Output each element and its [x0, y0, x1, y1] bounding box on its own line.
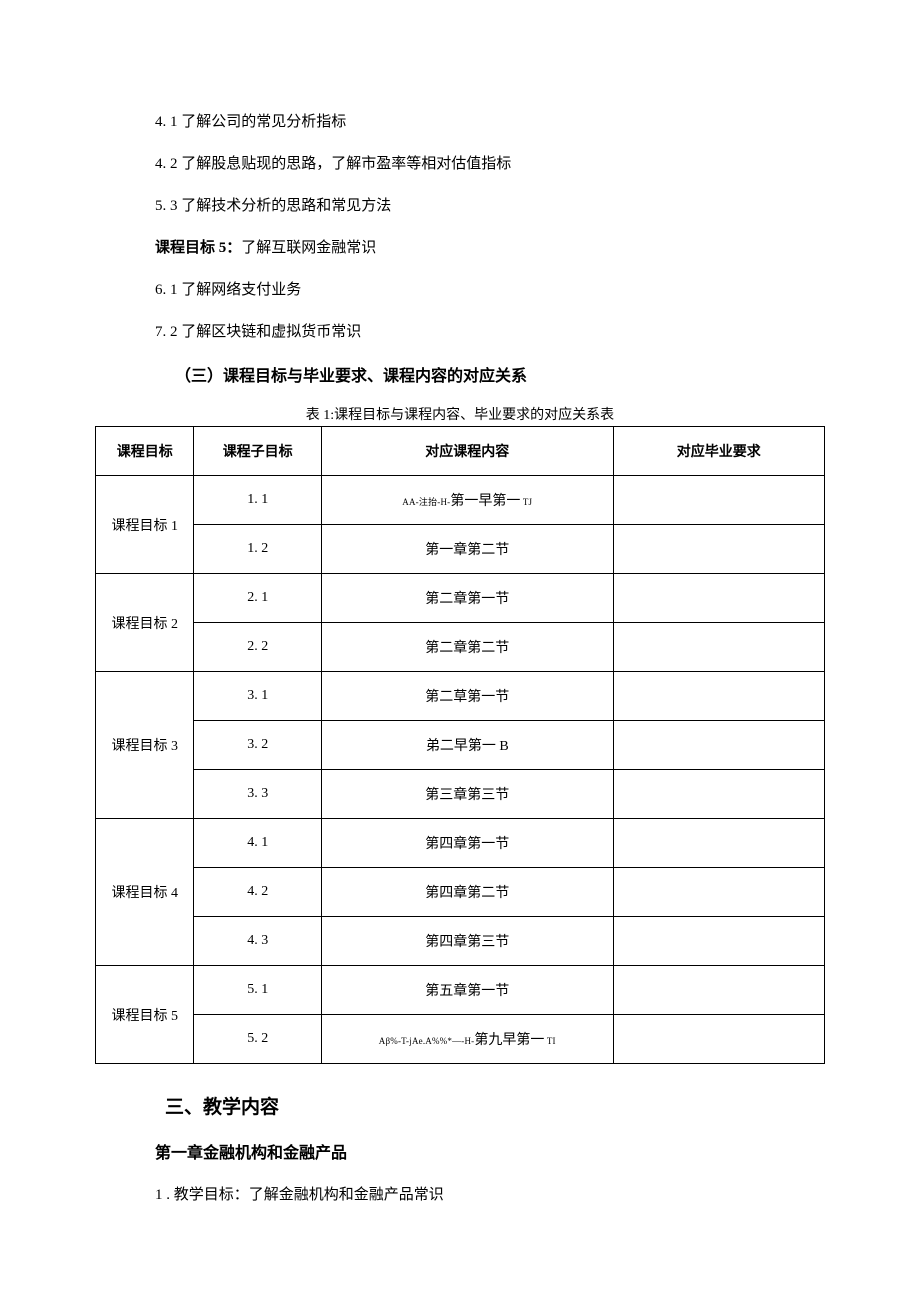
cell-content: 第四章第二节	[321, 868, 613, 917]
cell-content: 第二章第二节	[321, 623, 613, 672]
table-row: 课程目标 1 1. 1 AA-注抬-H-第一早第一 TJ	[96, 476, 825, 525]
th-goal: 课程目标	[96, 427, 194, 476]
cell-sub: 4. 2	[194, 868, 322, 917]
table-row: 课程目标 2 2. 1 第二章第一节	[96, 574, 825, 623]
table-header-row: 课程目标 课程子目标 对应课程内容 对应毕业要求	[96, 427, 825, 476]
cell-sub: 3. 3	[194, 770, 322, 819]
cell-content: 第一章第二节	[321, 525, 613, 574]
table-row: 2. 2 第二章第二节	[96, 623, 825, 672]
list-item: 4. 2 了解股息贴现的思路，了解市盈率等相对估值指标	[155, 152, 825, 176]
cell-sub: 3. 1	[194, 672, 322, 721]
cell-content: 第二章第一节	[321, 574, 613, 623]
list-item: 5. 3 了解技术分析的思路和常见方法	[155, 194, 825, 218]
list-item: 6. 1 了解网络支付业务	[155, 278, 825, 302]
course-goal-5-text: 了解互联网金融常识	[241, 240, 376, 256]
cell-goal: 课程目标 4	[96, 819, 194, 966]
subsection-heading: （三）课程目标与毕业要求、课程内容的对应关系	[175, 362, 825, 386]
list-item: 4. 1 了解公司的常见分析指标	[155, 110, 825, 134]
cell-content: 第三章第三节	[321, 770, 613, 819]
cell-req	[613, 623, 824, 672]
cell-sub: 4. 1	[194, 819, 322, 868]
cell-sub: 2. 1	[194, 574, 322, 623]
cell-sub: 2. 2	[194, 623, 322, 672]
table-row: 3. 3 第三章第三节	[96, 770, 825, 819]
cell-content: 第四章第三节	[321, 917, 613, 966]
list-prefix: 4.	[155, 114, 166, 130]
list-prefix: 6.	[155, 282, 166, 298]
list-prefix: 4.	[155, 156, 166, 172]
cell-sub: 5. 2	[194, 1015, 322, 1064]
th-content: 对应课程内容	[321, 427, 613, 476]
cell-content: 弟二早第一 B	[321, 721, 613, 770]
cell-goal: 课程目标 3	[96, 672, 194, 819]
cell-content: 第二草第一节	[321, 672, 613, 721]
th-req: 对应毕业要求	[613, 427, 824, 476]
mapping-table: 课程目标 课程子目标 对应课程内容 对应毕业要求 课程目标 1 1. 1 AA-…	[95, 426, 825, 1064]
cell-req	[613, 868, 824, 917]
cell-content-small2: TJ	[520, 497, 532, 507]
cell-req	[613, 721, 824, 770]
cell-content-main: 第一早第一	[450, 494, 520, 509]
cell-sub: 1. 2	[194, 525, 322, 574]
cell-goal: 课程目标 5	[96, 966, 194, 1064]
course-goal-5-line: 课程目标 5：了解互联网金融常识	[155, 236, 825, 260]
table-row: 课程目标 3 3. 1 第二草第一节	[96, 672, 825, 721]
cell-req	[613, 819, 824, 868]
table-caption: 表 1:课程目标与课程内容、毕业要求的对应关系表	[95, 404, 825, 424]
cell-req	[613, 917, 824, 966]
course-goal-5-label: 课程目标 5：	[155, 240, 241, 256]
cell-goal: 课程目标 2	[96, 574, 194, 672]
list-text: 3 了解技术分析的思路和常见方法	[166, 198, 391, 214]
table-row: 课程目标 4 4. 1 第四章第一节	[96, 819, 825, 868]
chapter-heading: 第一章金融机构和金融产品	[155, 1139, 825, 1163]
cell-req	[613, 574, 824, 623]
list-prefix: 7.	[155, 324, 166, 340]
document-page: 4. 1 了解公司的常见分析指标 4. 2 了解股息贴现的思路，了解市盈率等相对…	[0, 0, 920, 1305]
cell-req	[613, 770, 824, 819]
cell-sub: 1. 1	[194, 476, 322, 525]
list-text: 2 了解区块链和虚拟货币常识	[166, 324, 361, 340]
cell-req	[613, 1015, 824, 1064]
list-text: 1 了解网络支付业务	[166, 282, 301, 298]
cell-content: 第五章第一节	[321, 966, 613, 1015]
cell-req	[613, 525, 824, 574]
cell-sub: 3. 2	[194, 721, 322, 770]
cell-req	[613, 672, 824, 721]
cell-content-main: 第九早第一	[474, 1033, 544, 1048]
cell-goal: 课程目标 1	[96, 476, 194, 574]
table-row: 5. 2 Aβ%-T-jAe.A%%*—-H-第九早第一 TI	[96, 1015, 825, 1064]
cell-content-small2: TI	[544, 1036, 555, 1046]
list-text: 2 了解股息贴现的思路，了解市盈率等相对估值指标	[166, 156, 511, 172]
cell-content: AA-注抬-H-第一早第一 TJ	[321, 476, 613, 525]
cell-content: Aβ%-T-jAe.A%%*—-H-第九早第一 TI	[321, 1015, 613, 1064]
cell-content: 第四章第一节	[321, 819, 613, 868]
cell-sub: 5. 1	[194, 966, 322, 1015]
cell-sub: 4. 3	[194, 917, 322, 966]
section-heading: 三、教学内容	[165, 1092, 825, 1119]
table-row: 1. 2 第一章第二节	[96, 525, 825, 574]
table-row: 4. 2 第四章第二节	[96, 868, 825, 917]
table-row: 课程目标 5 5. 1 第五章第一节	[96, 966, 825, 1015]
cell-req	[613, 966, 824, 1015]
table-row: 3. 2 弟二早第一 B	[96, 721, 825, 770]
cell-req	[613, 476, 824, 525]
cell-content-small: Aβ%-T-jAe.A%%*—-H-	[379, 1036, 475, 1046]
cell-content-small: AA-注抬-H-	[402, 497, 450, 507]
list-item: 7. 2 了解区块链和虚拟货币常识	[155, 320, 825, 344]
list-text: 1 了解公司的常见分析指标	[166, 114, 346, 130]
table-row: 4. 3 第四章第三节	[96, 917, 825, 966]
teaching-goal-line: 1 . 教学目标：了解金融机构和金融产品常识	[155, 1183, 825, 1207]
list-prefix: 5.	[155, 198, 166, 214]
th-subgoal: 课程子目标	[194, 427, 322, 476]
